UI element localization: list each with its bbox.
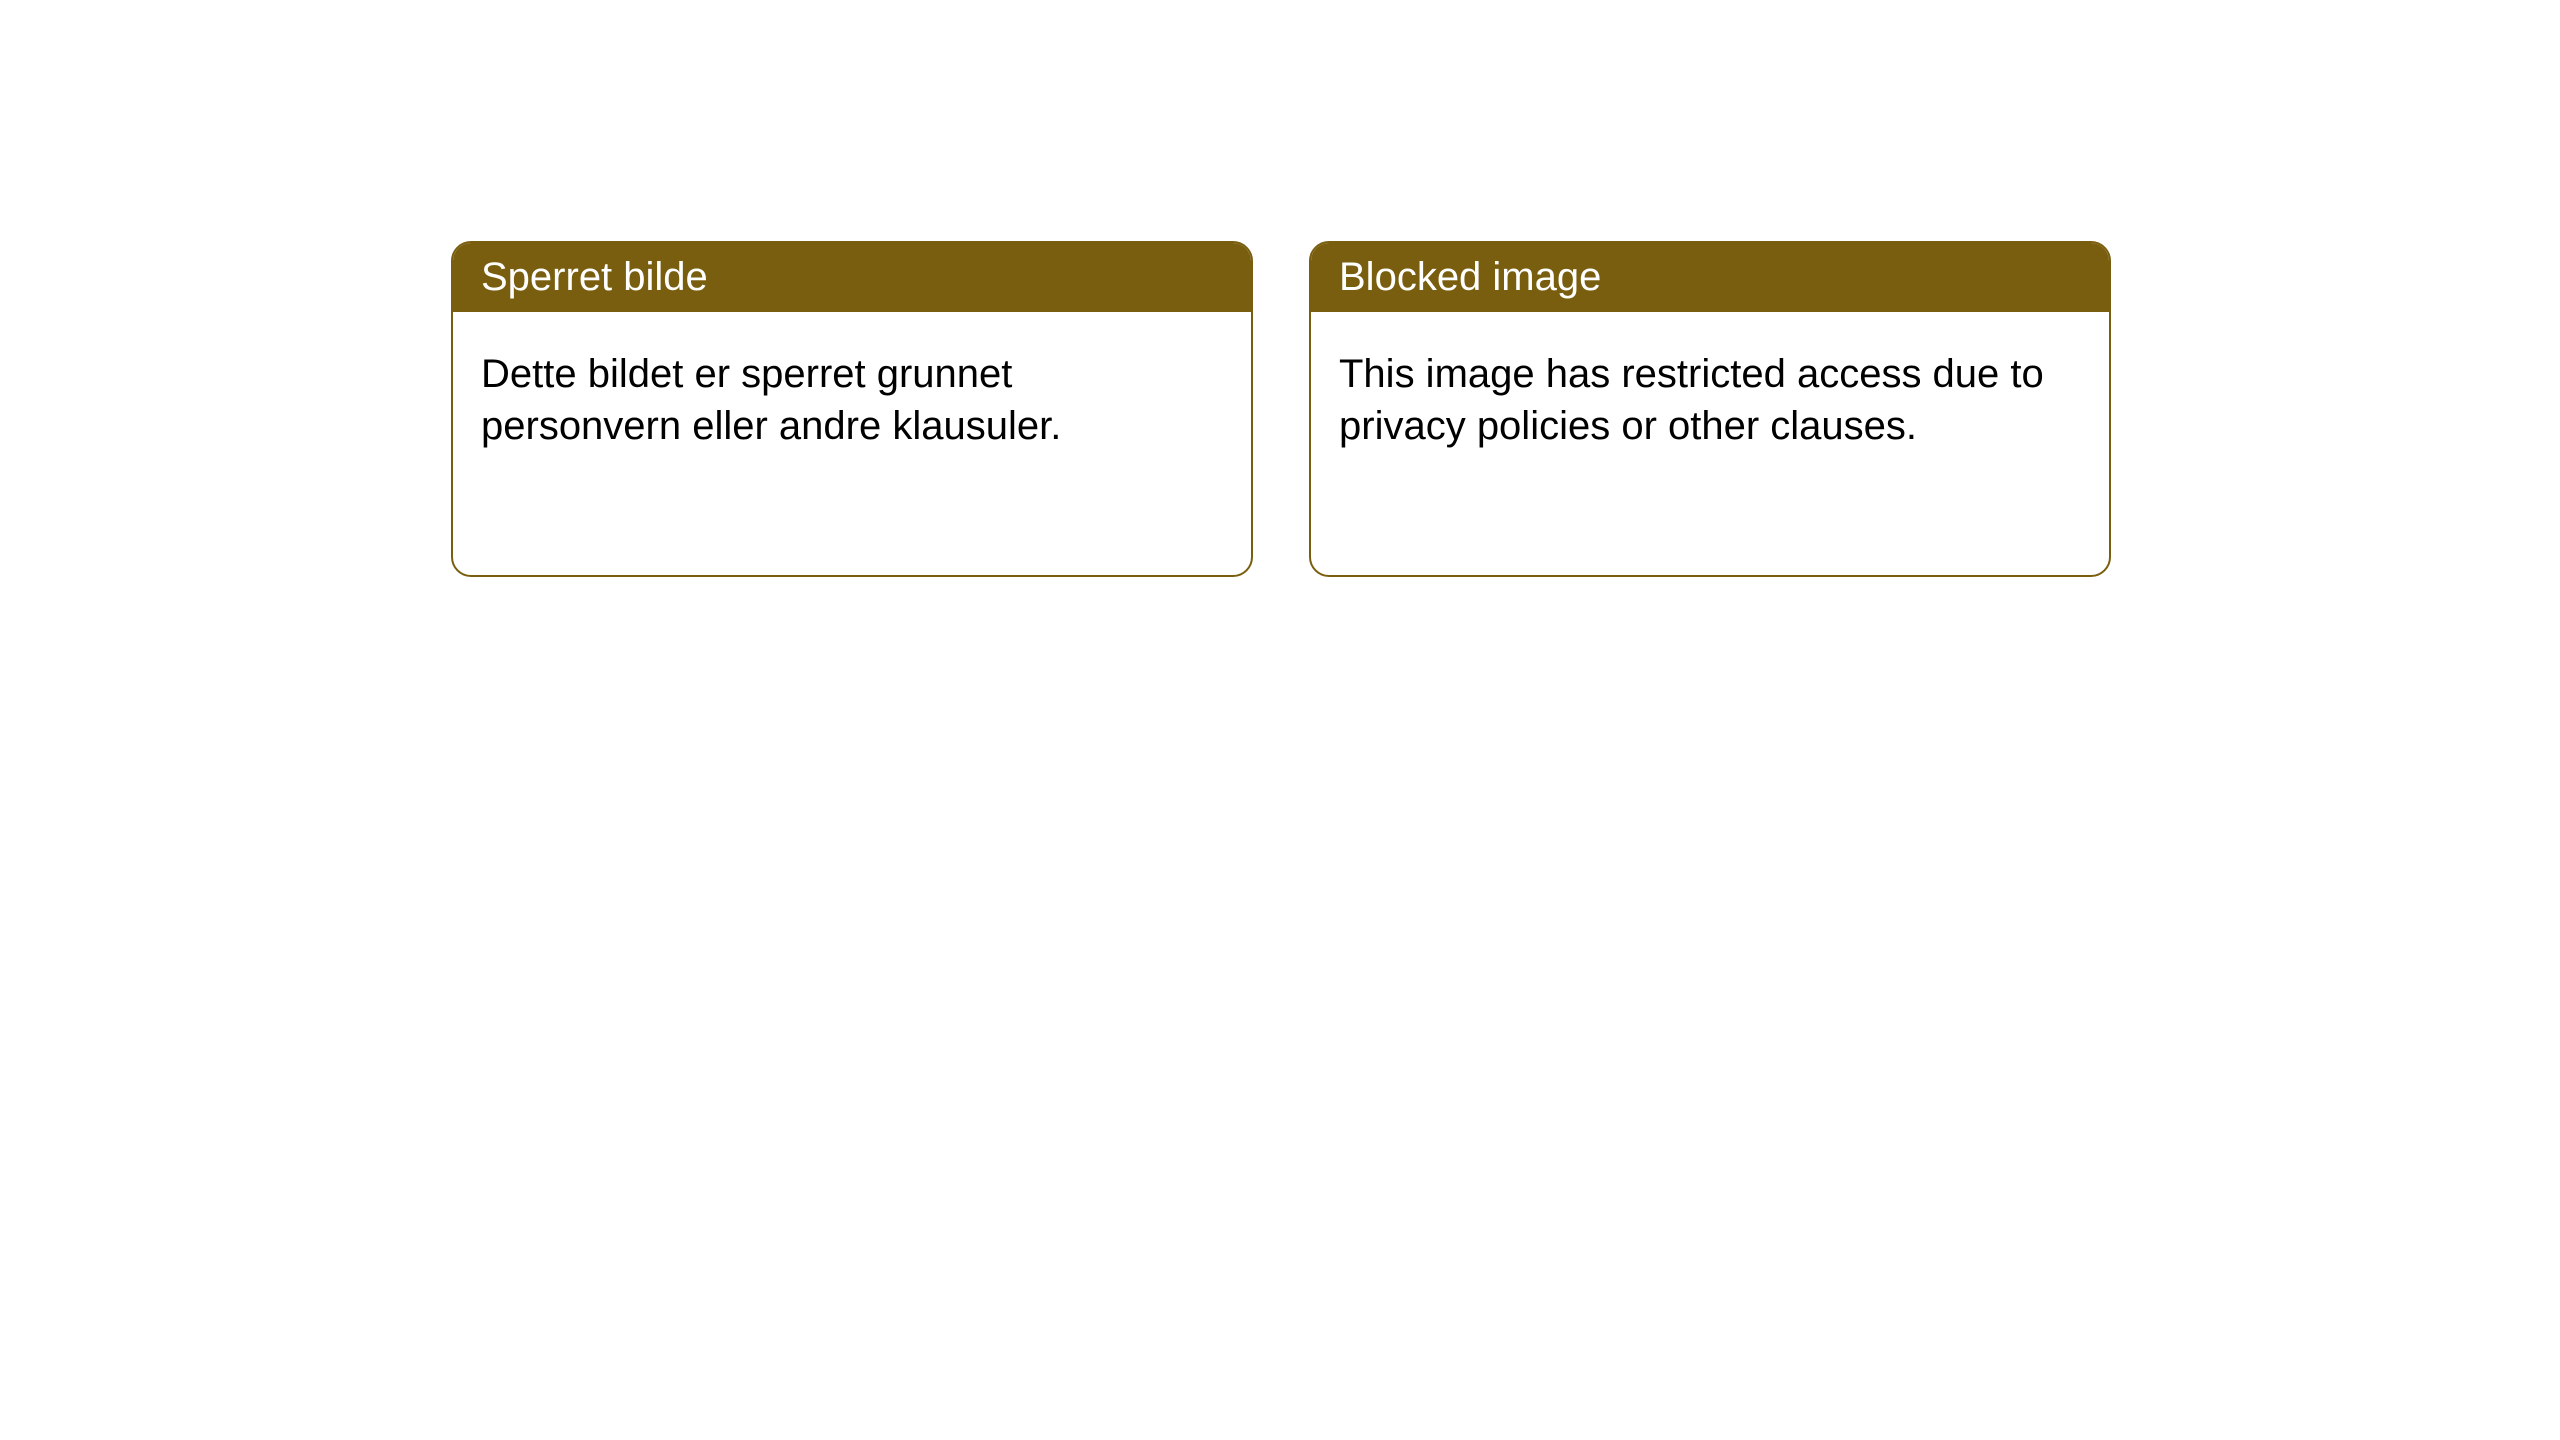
card-header: Blocked image	[1311, 243, 2109, 312]
card-body: Dette bildet er sperret grunnet personve…	[453, 312, 1251, 488]
card-body-text: This image has restricted access due to …	[1339, 352, 2044, 448]
card-title: Sperret bilde	[481, 255, 708, 299]
notice-container: Sperret bilde Dette bildet er sperret gr…	[0, 0, 2560, 577]
card-title: Blocked image	[1339, 255, 1601, 299]
blocked-image-card-no: Sperret bilde Dette bildet er sperret gr…	[451, 241, 1253, 577]
blocked-image-card-en: Blocked image This image has restricted …	[1309, 241, 2111, 577]
card-body-text: Dette bildet er sperret grunnet personve…	[481, 352, 1061, 448]
card-header: Sperret bilde	[453, 243, 1251, 312]
card-body: This image has restricted access due to …	[1311, 312, 2109, 488]
